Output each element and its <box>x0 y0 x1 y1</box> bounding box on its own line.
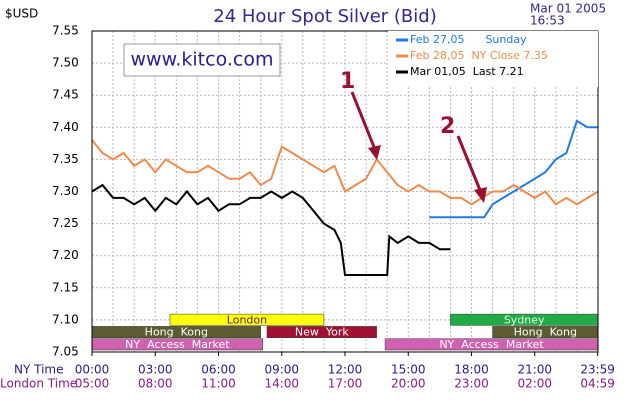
axis-layer: 7.05 7.10 7.15 7.20 7.25 7.30 7.35 7.40 7.45 7.50… <box>52 24 615 391</box>
x-tick-label: 00:00 <box>75 363 110 377</box>
y-tick-label: 7.10 <box>52 312 79 326</box>
y-tick-label: 7.55 <box>52 24 79 38</box>
y-tick-label: 7.30 <box>52 184 79 198</box>
legend: Feb 27,05 Sunday Feb 28,05 NY Close 7.35 M… <box>396 33 548 78</box>
x-tick-label: 09:00 <box>264 363 299 377</box>
y-tick-label: 7.25 <box>52 216 79 230</box>
y-tick-label: 7.15 <box>52 280 79 294</box>
x-row-label: London Time <box>0 377 77 391</box>
x2-tick-label: 23:00 <box>454 377 489 391</box>
session-label: NY Access Market <box>439 338 544 351</box>
session-bar <box>266 326 377 338</box>
annotation-arrow <box>350 91 378 153</box>
y-tick-label: 7.50 <box>52 56 79 70</box>
y-tick-label: 7.05 <box>52 345 79 359</box>
x2-tick-label: 11:00 <box>201 377 236 391</box>
time: 16:53 <box>530 14 565 28</box>
x-row-label: NY Time <box>14 363 64 377</box>
y-unit: $USD <box>5 7 38 21</box>
y-tick-label: 7.40 <box>52 120 79 134</box>
annotation: 1 <box>340 69 355 94</box>
x2-tick-label: 04:59 <box>580 377 615 391</box>
session-label: New York <box>295 326 349 339</box>
x2-tick-label: 08:00 <box>138 377 173 391</box>
watermark: www.kitco.com <box>130 49 273 71</box>
legend-box <box>388 31 598 87</box>
annotation: 2 <box>440 114 455 139</box>
session-label: Hong Kong <box>514 326 577 339</box>
x-tick-label: 18:00 <box>454 363 489 377</box>
annotation-arrowhead <box>368 145 381 160</box>
x-tick-label: 21:00 <box>517 363 552 377</box>
x2-tick-label: 02:00 <box>517 377 552 391</box>
chart-title: 24 Hour Spot Silver (Bid) <box>213 6 436 27</box>
series-line <box>429 119 598 219</box>
legend-label: Mar 01,05 Last 7.21 <box>410 65 524 78</box>
y-tick-label: 7.45 <box>52 88 79 102</box>
annotation-arrow <box>456 135 484 196</box>
series-line <box>91 139 599 206</box>
legend-label: Feb 28,05 NY Close 7.35 <box>410 49 548 62</box>
x-tick-label: 03:00 <box>138 363 173 377</box>
x-tick-label: 15:00 <box>391 363 426 377</box>
series-line <box>91 183 451 276</box>
x2-tick-label: 20:00 <box>391 377 426 391</box>
x-tick-label: 23:59 <box>580 363 615 377</box>
y-tick-label: 7.20 <box>52 248 79 262</box>
x-tick-label: 06:00 <box>201 363 236 377</box>
y-tick-label: 7.35 <box>52 152 79 166</box>
session-bar <box>169 313 325 326</box>
session-label: London <box>227 313 267 326</box>
annotation-arrowhead <box>474 187 487 203</box>
watermark-box <box>123 43 281 77</box>
date: Mar 01 2005 <box>530 2 606 16</box>
series-layer <box>91 119 599 276</box>
x2-tick-label: 14:00 <box>264 377 299 391</box>
session-label: NY Access Market <box>125 338 230 351</box>
x-tick-label: 12:00 <box>328 363 363 377</box>
legend-label: Feb 27,05 Sunday <box>410 33 527 46</box>
x2-tick-label: 05:00 <box>75 377 110 391</box>
x2-tick-label: 17:00 <box>328 377 363 391</box>
session-label: Sydney <box>504 313 545 326</box>
session-label: Hong Kong <box>145 326 208 339</box>
